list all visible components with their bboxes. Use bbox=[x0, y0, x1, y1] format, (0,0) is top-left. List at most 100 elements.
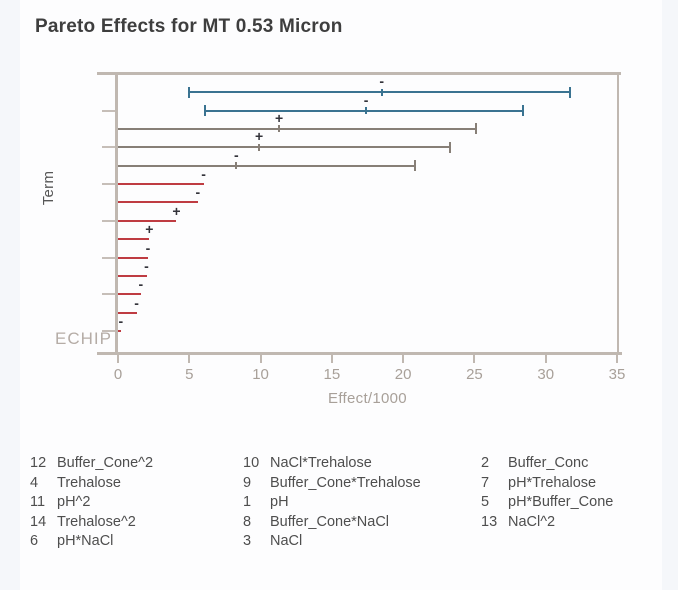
interval-low-cap-12 bbox=[188, 86, 191, 98]
y-axis-tick bbox=[102, 109, 115, 112]
interval-high-cap-14 bbox=[449, 141, 452, 153]
plot-right-border bbox=[617, 72, 619, 355]
legend-term-number: 3 bbox=[243, 533, 252, 550]
effect-sign-14: + bbox=[255, 128, 264, 145]
effect-bar-9 bbox=[118, 201, 198, 204]
effect-bar-7 bbox=[118, 293, 141, 296]
effect-bar-1 bbox=[118, 219, 177, 222]
legend-term-label: pH^2 bbox=[57, 494, 91, 511]
legend-term-number: 8 bbox=[243, 513, 252, 530]
interval-high-cap-6 bbox=[413, 160, 416, 172]
legend-item-term-2: 2 Buffer_Conc bbox=[481, 455, 613, 475]
y-axis-tick bbox=[102, 256, 115, 259]
legend-term-number: 14 bbox=[30, 513, 47, 530]
effect-interval-11 bbox=[118, 127, 476, 130]
y-axis-label: Term bbox=[39, 170, 57, 206]
effect-bar-3 bbox=[118, 256, 148, 259]
effect-sign-1: + bbox=[172, 202, 181, 219]
plot-top-border bbox=[97, 72, 621, 75]
legend-item-term-7: 7 pH*Trehalose bbox=[481, 475, 613, 495]
legend-item-term-12: 12 Buffer_Cone^2 bbox=[30, 455, 153, 475]
effect-sign-7: - bbox=[138, 276, 144, 293]
legend-item-term-8: 8 Buffer_Cone*NaCl bbox=[243, 514, 421, 534]
effect-sign-11: + bbox=[275, 109, 284, 126]
effect-center-tick-12 bbox=[380, 88, 383, 96]
effect-sign-2: - bbox=[144, 258, 149, 274]
legend-term-number: 1 bbox=[243, 494, 252, 511]
y-axis-tick bbox=[102, 219, 115, 222]
y-axis-tick bbox=[102, 183, 115, 186]
legend-item-term-10: 10 NaCl*Trehalose bbox=[243, 455, 421, 475]
legend-item-term-5: 5 pH*Buffer_Cone bbox=[481, 494, 613, 514]
x-axis-tick-label: 20 bbox=[394, 366, 412, 383]
effect-bar-13 bbox=[118, 330, 121, 333]
effect-sign-4: - bbox=[363, 91, 369, 108]
x-axis-tick-label: 15 bbox=[323, 366, 341, 383]
legend-term-number: 6 bbox=[30, 533, 39, 550]
y-axis-tick bbox=[102, 293, 115, 296]
echip-watermark: ECHIP bbox=[55, 329, 112, 348]
y-axis-tick bbox=[102, 330, 115, 333]
legend-item-term-1: 1 pH bbox=[243, 494, 421, 514]
legend-term-label: pH*Buffer_Cone bbox=[508, 494, 614, 511]
x-axis-tick bbox=[117, 355, 119, 363]
interval-high-cap-11 bbox=[474, 123, 477, 135]
plot-bottom-axis bbox=[97, 352, 622, 355]
x-axis-tick bbox=[544, 355, 547, 363]
x-axis-tick-label: 30 bbox=[537, 366, 555, 383]
left-margin-strip bbox=[0, 0, 20, 590]
legend-term-label: NaCl*Trehalose bbox=[270, 455, 372, 471]
x-axis-tick bbox=[188, 355, 191, 363]
plot-left-axis bbox=[115, 72, 118, 355]
right-margin-strip bbox=[662, 0, 678, 590]
legend-term-number: 10 bbox=[243, 455, 260, 471]
legend-item-term-3: 3 NaCl bbox=[243, 533, 421, 553]
legend-item-term-11: 11 pH^2 bbox=[30, 494, 153, 514]
legend-item-term-6: 6 pH*NaCl bbox=[30, 533, 153, 553]
x-axis-tick-label: 35 bbox=[608, 366, 626, 383]
x-axis-tick bbox=[616, 355, 618, 363]
interval-low-cap-4 bbox=[203, 105, 206, 117]
legend-item-term-9: 9 Buffer_Cone*Trehalose bbox=[243, 475, 421, 495]
legend-term-label: Trehalose^2 bbox=[57, 513, 136, 530]
legend-item-term-13: 13 NaCl^2 bbox=[481, 514, 613, 534]
x-axis-tick bbox=[330, 355, 333, 363]
x-axis-tick-label: 5 bbox=[185, 366, 194, 383]
effect-bar-2 bbox=[118, 275, 147, 277]
effect-interval-14 bbox=[118, 146, 451, 149]
legend-term-label: pH*Trehalose bbox=[508, 474, 597, 491]
legend-item-term-14: 14 Trehalose^2 bbox=[30, 514, 153, 534]
legend-term-number: 9 bbox=[243, 474, 252, 491]
legend-term-number: 13 bbox=[481, 513, 498, 530]
legend-term-label: Buffer_Cone*Trehalose bbox=[270, 474, 421, 491]
legend-term-label: Buffer_Conc bbox=[508, 455, 589, 471]
legend-item-term-4: 4 Trehalose bbox=[30, 475, 153, 495]
effect-center-tick-4 bbox=[365, 107, 368, 115]
legend-term-number: 4 bbox=[30, 474, 39, 491]
effect-center-tick-6 bbox=[235, 162, 238, 170]
effect-bar-8 bbox=[118, 238, 150, 241]
effect-interval-4 bbox=[204, 109, 523, 112]
legend-term-number: 11 bbox=[30, 494, 46, 511]
legend-term-number: 12 bbox=[30, 455, 47, 471]
effect-sign-8: + bbox=[145, 221, 154, 238]
effect-interval-12 bbox=[189, 91, 570, 94]
effect-bar-10 bbox=[118, 183, 204, 186]
legend-term-label: Trehalose bbox=[57, 474, 121, 491]
effect-sign-12: - bbox=[379, 73, 385, 90]
legend-term-label: NaCl bbox=[270, 533, 303, 550]
legend-term-number: 7 bbox=[481, 474, 490, 491]
effect-sign-9: - bbox=[195, 184, 201, 201]
legend-term-label: Buffer_Cone*NaCl bbox=[270, 513, 390, 530]
effect-bar-5 bbox=[118, 311, 137, 314]
effect-interval-6 bbox=[118, 164, 415, 167]
effect-sign-6: - bbox=[233, 146, 239, 163]
legend-term-number: 2 bbox=[481, 455, 490, 471]
legend-term-label: pH*NaCl bbox=[57, 533, 114, 550]
plot-area: - - + + - - - + + - - - - - bbox=[102, 73, 617, 352]
chart-title: Pareto Effects for MT 0.53 Micron bbox=[35, 16, 343, 37]
legend-column-3: 2 Buffer_Conc 7 pH*Trehalose 5 pH*Buffer_Cone… bbox=[481, 455, 613, 533]
y-axis-tick bbox=[102, 146, 115, 149]
x-axis-tick-label: 10 bbox=[252, 366, 269, 383]
